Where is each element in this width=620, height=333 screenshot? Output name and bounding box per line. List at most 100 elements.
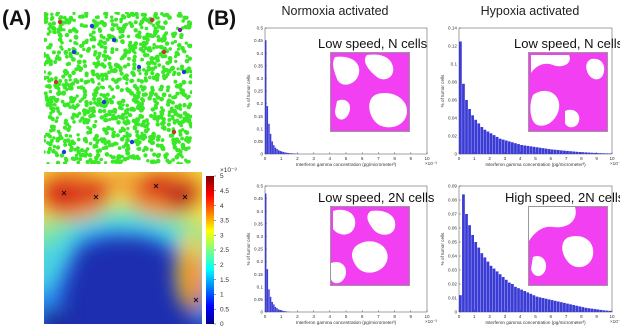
histogram-bar xyxy=(609,311,612,312)
colorbar-tick-label: 1 xyxy=(220,292,224,299)
histogram-bar xyxy=(575,152,578,154)
histogram-bar xyxy=(270,134,271,154)
histogram-bar xyxy=(578,152,581,154)
y-tick-label: 0.5 xyxy=(257,184,264,189)
y-tick-label: 0.08 xyxy=(448,198,457,203)
histogram-bar xyxy=(465,214,468,312)
y-tick-label: 0.45 xyxy=(254,196,263,201)
inset-label-hypoxia-bottom: High speed, 2N cells xyxy=(505,190,620,205)
histogram-bar xyxy=(281,151,282,154)
x-tick-label: 6 xyxy=(361,156,364,161)
histogram-bar xyxy=(499,274,502,312)
y-tick-label: 0.35 xyxy=(254,221,263,226)
inset-label-hypoxia-top: Low speed, N cells xyxy=(514,36,620,51)
histogram-bar xyxy=(268,289,269,312)
x-tick-label: 8 xyxy=(580,314,583,319)
y-tick-label: 0.1 xyxy=(257,126,264,131)
histogram-bar xyxy=(270,297,271,312)
x-tick-label: 3 xyxy=(504,156,507,161)
x-tick-label: 7 xyxy=(377,156,380,161)
y-tick-label: 0.06 xyxy=(448,226,457,231)
histogram-bar xyxy=(514,143,517,154)
x-tick-label: 3 xyxy=(504,314,507,319)
y-tick-label: 0.1 xyxy=(257,284,264,289)
agent-simulation-canvas xyxy=(44,12,192,164)
y-tick-label: 0.07 xyxy=(448,212,457,217)
histogram-bar xyxy=(551,300,554,312)
histogram-bar xyxy=(594,153,597,154)
histogram-bar xyxy=(560,150,563,154)
x-tick-label: 2 xyxy=(488,314,491,319)
histogram-bar xyxy=(265,41,266,154)
colorbar-tick-label: 2 xyxy=(220,262,224,269)
x-tick-label: 8 xyxy=(580,156,583,161)
colorbar-tick-label: 3 xyxy=(220,232,224,239)
x-axis-label: Interferon gamma concentration (pg/micro… xyxy=(296,162,397,167)
histogram-bar xyxy=(603,310,606,312)
histogram-bar xyxy=(554,301,557,312)
histogram-bar xyxy=(496,137,499,154)
colorbar-tick-label: 0 xyxy=(220,321,224,328)
histogram-bar xyxy=(578,306,581,312)
concentration-heatmap xyxy=(44,172,202,324)
x-tick-label: 2 xyxy=(488,156,491,161)
y-tick-label: 0.3 xyxy=(257,234,264,239)
histogram-bar xyxy=(499,139,502,154)
histogram-bar xyxy=(283,311,284,312)
histogram-bar xyxy=(267,106,268,154)
x-tick-label: 4 xyxy=(519,156,522,161)
y-tick-label: 0.14 xyxy=(448,26,457,31)
x-tick-label: 2 xyxy=(296,314,299,319)
histogram-bar xyxy=(609,153,612,154)
histogram-bar xyxy=(588,308,591,312)
y-tick-label: 0.3 xyxy=(257,76,264,81)
histogram-bar xyxy=(532,295,535,312)
histogram-bar xyxy=(597,309,600,312)
colorbar-tick-label: 3.5 xyxy=(220,218,229,225)
histogram-bar xyxy=(286,153,287,154)
histogram-bar xyxy=(514,287,517,312)
x-tick-label: 1 xyxy=(473,314,476,319)
histogram-bar xyxy=(557,302,560,313)
histogram-bar xyxy=(588,153,591,154)
x-tick-label: 7 xyxy=(565,156,568,161)
histogram-bar xyxy=(569,151,572,154)
histogram-bar xyxy=(284,311,285,312)
histogram-bar xyxy=(581,307,584,312)
histogram-bar xyxy=(480,127,483,154)
x-axis-exponent: ×10⁻³ xyxy=(425,161,437,166)
x-axis-exponent: ×10⁻³ xyxy=(425,319,437,324)
histogram-bar xyxy=(462,84,465,154)
histogram-bar xyxy=(523,291,526,312)
y-tick-label: 0.05 xyxy=(254,297,263,302)
x-axis-exponent: ×10⁻³ xyxy=(610,319,620,324)
x-tick-label: 1 xyxy=(280,314,283,319)
histogram-bar xyxy=(508,283,511,312)
x-axis-label: Interferon gamma concentration (pg/micro… xyxy=(296,320,397,325)
histogram-bar xyxy=(483,130,486,154)
histogram-bar xyxy=(493,269,496,312)
histogram-bar xyxy=(542,298,545,312)
x-tick-label: 0 xyxy=(264,156,267,161)
histogram-bar xyxy=(597,153,600,154)
x-tick-label: 0 xyxy=(458,156,461,161)
panel-a-label: (A) xyxy=(2,7,31,31)
x-axis-label: Interferon gamma concentration (pg/micro… xyxy=(485,320,586,325)
histogram-bar xyxy=(288,153,289,154)
histogram-bar xyxy=(480,253,483,312)
x-tick-label: 6 xyxy=(550,314,553,319)
panel-b-label: (B) xyxy=(207,7,236,31)
column-title-hypoxia: Hypoxia activated xyxy=(440,4,620,18)
y-tick-label: 0.02 xyxy=(448,282,457,287)
x-tick-label: 4 xyxy=(329,314,332,319)
histogram-bar xyxy=(502,140,505,154)
histogram-bar xyxy=(584,308,587,312)
histogram-bar xyxy=(265,194,266,312)
histogram-bar xyxy=(502,277,505,312)
x-tick-label: 8 xyxy=(393,156,396,161)
y-tick-label: 0.2 xyxy=(257,259,264,264)
x-tick-label: 1 xyxy=(280,156,283,161)
x-tick-label: 9 xyxy=(410,156,413,161)
histogram-bar xyxy=(459,42,462,155)
histogram-bar xyxy=(465,100,468,154)
